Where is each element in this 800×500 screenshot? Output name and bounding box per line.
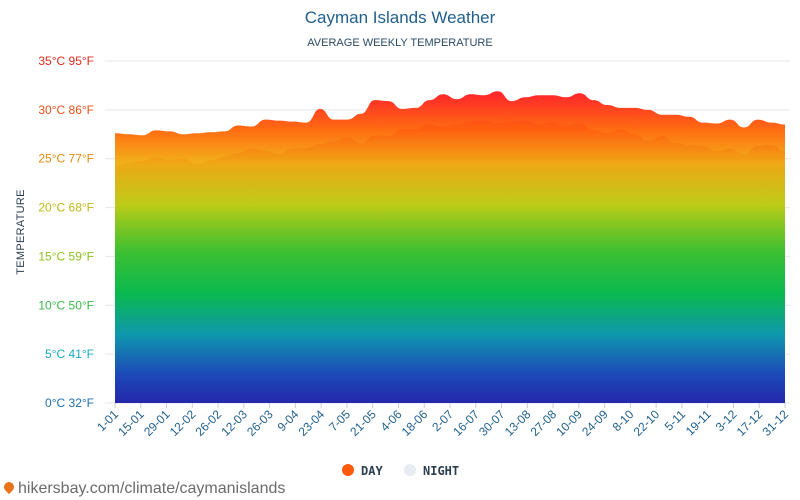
x-tick-label: 17-12 [734,407,766,439]
x-tick-label: 29-01 [141,407,173,439]
y-tick-label: 25°C 77°F [38,152,94,166]
y-tick-label: 0°C 32°F [45,396,94,410]
y-tick-label: 15°C 59°F [38,249,94,263]
chart-subtitle: AVERAGE WEEKLY TEMPERATURE [307,37,492,49]
source-url[interactable]: hikersbay.com/climate/caymanislands [18,480,286,497]
location-pin-icon [1,479,17,495]
x-tick-label: 30-07 [476,407,508,439]
legend-day-label[interactable]: DAY [361,464,383,478]
x-tick-label: 15-01 [115,407,147,439]
x-tick-label: 31-12 [760,407,792,439]
area-series [115,91,785,404]
legend: DAY NIGHT [342,464,459,478]
source-footer[interactable]: hikersbay.com/climate/caymanislands [1,479,286,498]
x-tick-label: 23-04 [296,407,328,439]
y-axis-label: TEMPERATURE [15,189,27,275]
legend-night-label[interactable]: NIGHT [423,464,459,478]
night-area[interactable] [115,120,785,403]
y-tick-label: 20°C 68°F [38,201,94,215]
x-tick-label: 12-03 [218,407,250,439]
x-tick-label: 12-02 [167,407,199,439]
x-tick-label: 19-11 [683,407,714,438]
x-tick-label: 26-02 [193,407,225,439]
x-tick-label: 21-05 [347,407,379,439]
y-tick-label: 30°C 86°F [38,103,94,117]
x-tick-label: 26-03 [244,407,276,439]
x-axis-ticks: 1-0115-0129-0112-0226-0212-0326-039-0423… [94,407,791,439]
x-tick-label: 18-06 [399,407,431,439]
y-tick-label: 5°C 41°F [45,347,94,361]
y-tick-label: 35°C 95°F [38,54,94,68]
x-tick-label: 27-08 [528,407,560,439]
y-axis-ticks: 0°C 32°F 5°C 41°F 10°C 50°F 15°C 59°F 20°C 6… [38,54,94,410]
y-tick-label: 10°C 50°F [38,298,94,312]
x-tick-label: 10-09 [553,407,585,439]
x-tick-label: 22-10 [631,407,663,439]
x-tick-label: 16-07 [450,407,482,439]
x-tick-label: 13-08 [502,407,534,439]
chart-title: Cayman Islands Weather [305,8,496,27]
legend-day-marker[interactable] [342,464,354,476]
legend-night-marker[interactable] [404,464,416,476]
x-tick-label: 24-09 [579,407,611,439]
